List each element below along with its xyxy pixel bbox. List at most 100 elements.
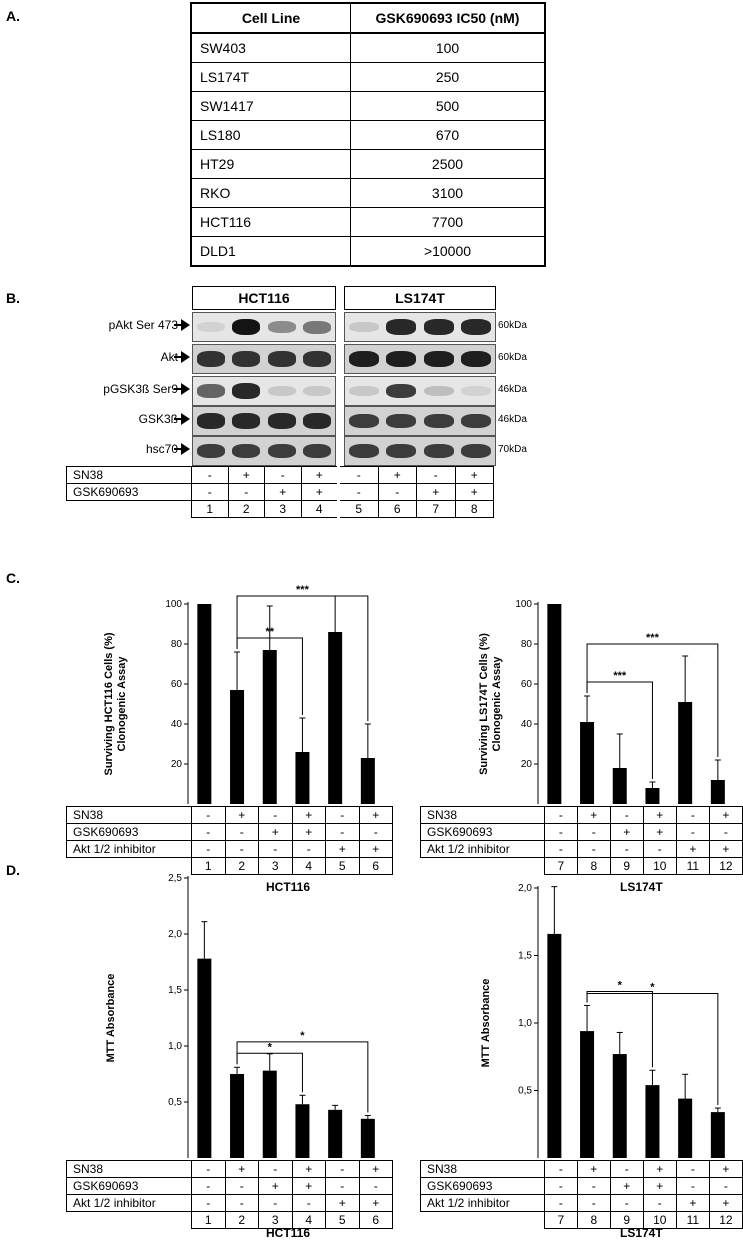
blot-band bbox=[423, 443, 454, 459]
y-tick-label: 20 bbox=[521, 759, 533, 770]
blot-band bbox=[386, 443, 417, 459]
ic50-value: 500 bbox=[350, 91, 546, 121]
blot-band bbox=[461, 385, 492, 397]
treatment-value: + bbox=[291, 806, 326, 824]
kda-label: 60kDa bbox=[498, 320, 527, 331]
y-tick-label: 1,0 bbox=[168, 1041, 182, 1052]
treatment-value: - bbox=[191, 483, 229, 501]
treatment-value: + bbox=[358, 1194, 393, 1212]
treatment-value: + bbox=[675, 1194, 710, 1212]
protein-label-text: Akt bbox=[160, 350, 178, 364]
blot-band bbox=[461, 413, 492, 429]
bar bbox=[547, 933, 562, 1158]
y-axis-label-line: Surviving HCT116 Cells (%) bbox=[103, 632, 115, 775]
blot-strip-ls bbox=[344, 436, 496, 466]
treatment-value: - bbox=[642, 1194, 677, 1212]
treatment-label: SN38 bbox=[66, 806, 192, 824]
ic50-value: >10000 bbox=[350, 236, 546, 267]
blot-band bbox=[348, 321, 379, 333]
blot-treatment-table: SN38- + - + - + - + GSK690693- - + + - - + +1 2 3 4 5 6 7 8 bbox=[66, 466, 494, 518]
blot-band bbox=[423, 351, 454, 367]
y-tick-label: 40 bbox=[171, 719, 183, 730]
arrow-right-icon bbox=[174, 413, 190, 425]
bar bbox=[645, 1085, 660, 1158]
bar bbox=[328, 1109, 343, 1158]
protein-label-text: pAkt Ser 473 bbox=[108, 318, 178, 332]
significance-label: *** bbox=[613, 670, 627, 682]
cell-line-name: LS174T bbox=[190, 62, 351, 92]
treatment-value: + bbox=[454, 466, 494, 484]
lane-number: 4 bbox=[300, 500, 339, 518]
significance-label: * bbox=[268, 1041, 273, 1053]
blot-strip-ls bbox=[344, 344, 496, 374]
cell-line-name: DLD1 bbox=[190, 236, 351, 267]
treatment-value: + bbox=[642, 1177, 677, 1195]
treatment-value: - bbox=[258, 840, 293, 858]
table-row: HT29 2500 bbox=[190, 149, 546, 179]
y-tick-label: 60 bbox=[171, 679, 183, 690]
treatment-value: + bbox=[675, 840, 710, 858]
treatment-value: + bbox=[264, 483, 302, 501]
blot-band bbox=[196, 351, 225, 367]
bar bbox=[230, 690, 245, 804]
treatment-value: + bbox=[325, 1194, 360, 1212]
significance-label: * bbox=[300, 1030, 305, 1042]
blot-band bbox=[232, 413, 261, 429]
blot-band bbox=[196, 321, 225, 333]
treatment-value: - bbox=[377, 483, 417, 501]
significance-bracket bbox=[236, 595, 369, 721]
treatment-value: - bbox=[191, 1177, 226, 1195]
kda-label: 70kDa bbox=[498, 444, 527, 455]
significance-bracket bbox=[586, 643, 719, 757]
treatment-value: - bbox=[325, 823, 360, 841]
bar bbox=[678, 702, 693, 804]
y-tick-label: 100 bbox=[515, 599, 532, 610]
lane-number: 4 bbox=[291, 1211, 326, 1229]
table-row: LS180 670 bbox=[190, 120, 546, 150]
blot-band bbox=[303, 351, 332, 367]
treatment-label: GSK690693 bbox=[420, 823, 545, 841]
treatment-label: SN38 bbox=[420, 806, 545, 824]
treatment-value: + bbox=[258, 1177, 293, 1195]
lane-number: 12 bbox=[708, 1211, 743, 1229]
blot-band bbox=[461, 351, 492, 367]
treatment-label: Akt 1/2 inhibitor bbox=[420, 1194, 545, 1212]
blot-band bbox=[232, 443, 261, 459]
treatment-value: + bbox=[358, 1160, 393, 1178]
blot-strip-hct bbox=[192, 406, 336, 436]
significance-label: ** bbox=[265, 626, 274, 638]
treatment-value: - bbox=[325, 1160, 360, 1178]
d-celltitle-hct116: HCT116 bbox=[266, 1226, 311, 1240]
bar bbox=[710, 780, 725, 804]
lane-number: 9 bbox=[609, 1211, 644, 1229]
treatment-value: - bbox=[264, 466, 302, 484]
blot-band bbox=[232, 351, 261, 367]
treatment-value: - bbox=[291, 1194, 326, 1212]
treatment-value: - bbox=[543, 823, 578, 841]
y-tick-label: 0,5 bbox=[518, 1086, 532, 1097]
ic50-value: 250 bbox=[350, 62, 546, 92]
significance-bracket bbox=[586, 992, 719, 1106]
treatment-value: - bbox=[416, 466, 456, 484]
ic50-value: 2500 bbox=[350, 149, 546, 179]
blot-strip-ls bbox=[344, 376, 496, 406]
protein-label: Akt bbox=[66, 350, 190, 364]
treatment-value: + bbox=[609, 823, 644, 841]
lane-number: 1 bbox=[191, 1211, 226, 1229]
bar bbox=[197, 604, 212, 804]
bar bbox=[230, 1074, 245, 1158]
blot-band bbox=[267, 443, 296, 459]
treatment-value: - bbox=[258, 1160, 293, 1178]
blot-band bbox=[461, 319, 492, 335]
ic50-table: Cell Line GSK690693 IC50 (nM) SW403 100 LS… bbox=[190, 2, 546, 267]
y-tick-label: 20 bbox=[171, 759, 183, 770]
treatment-value: - bbox=[543, 1177, 578, 1195]
cell-line-name: HT29 bbox=[190, 149, 351, 179]
blot-band bbox=[461, 443, 492, 459]
arrow-right-icon bbox=[174, 443, 190, 455]
treatment-value: - bbox=[224, 823, 259, 841]
treatment-value: - bbox=[191, 840, 226, 858]
treatment-value: - bbox=[609, 1160, 644, 1178]
significance-bracket bbox=[236, 1041, 369, 1113]
cell-line-name: LS180 bbox=[190, 120, 351, 150]
